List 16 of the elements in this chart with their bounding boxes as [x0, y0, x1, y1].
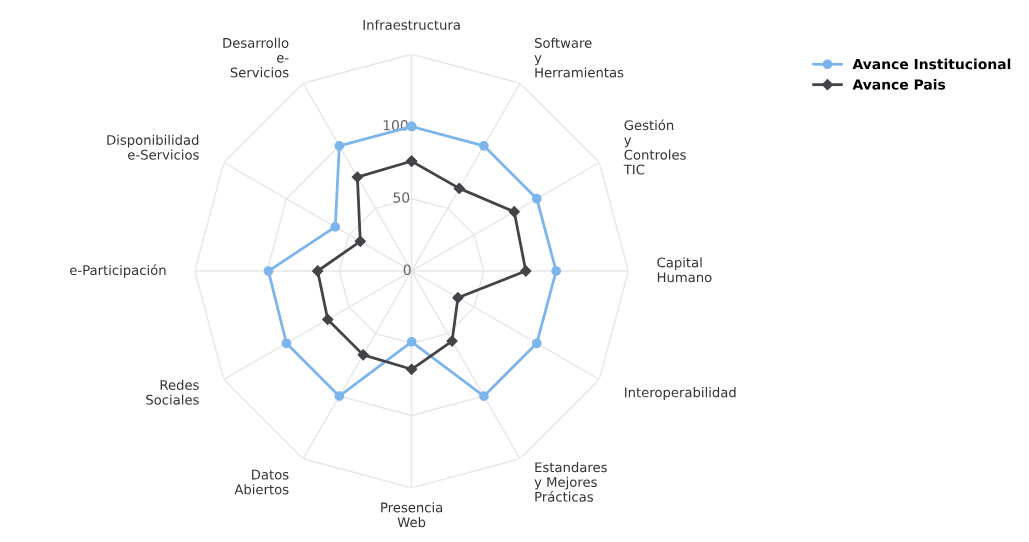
- spoke-label: e-Participación: [70, 264, 166, 278]
- spoke-label: Presencia Web: [381, 502, 443, 528]
- legend-label: Avance Institucional: [852, 58, 1011, 70]
- legend-label: Avance Pais: [852, 78, 946, 90]
- y-tick-label: 0: [403, 264, 411, 276]
- y-tick-label: 50: [393, 192, 410, 203]
- spoke-label: Desarrollo e- Servicios: [223, 37, 289, 78]
- spoke-label: Datos Abiertos: [234, 469, 289, 495]
- spoke-label: Capital Humano: [657, 257, 712, 283]
- spoke-label: Disponibilidad e-Servicios: [107, 134, 199, 160]
- spoke-label: Interoperabilidad: [625, 387, 736, 400]
- spoke-label: Redes Sociales: [146, 379, 199, 405]
- spoke-label: Software y Herramientas: [534, 37, 624, 78]
- spoke-label: Infraestructura: [363, 19, 460, 30]
- spoke-label: Gestión y Controles TIC: [623, 119, 686, 175]
- spoke-label: Estandares y Mejores Prácticas: [534, 462, 607, 502]
